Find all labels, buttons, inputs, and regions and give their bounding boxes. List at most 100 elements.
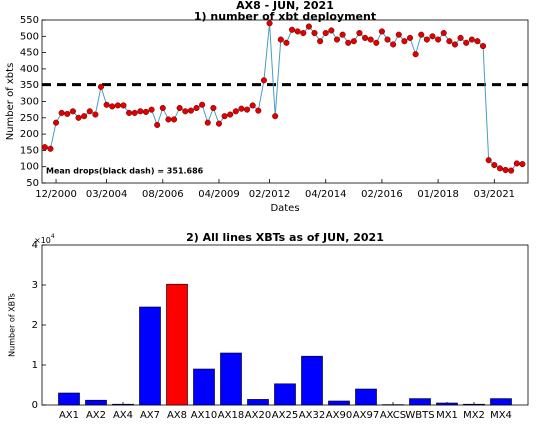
data-point [305, 23, 312, 30]
data-point [120, 102, 127, 109]
data-point [401, 38, 408, 45]
x-tick-label: AXCS [380, 410, 406, 421]
data-point [170, 116, 178, 123]
chart-title: AX8 - JUN, 2021 [236, 0, 334, 12]
bar [166, 283, 188, 406]
x-tick-label: AX20 [245, 410, 271, 421]
chart-title: 2) All lines XBTs as of JUN, 2021 [186, 231, 384, 244]
data-point [137, 108, 144, 115]
y-tick-label: 50 [26, 178, 39, 189]
bar [328, 400, 350, 406]
data-point [272, 113, 279, 120]
x-tick-label: 02/2016 [361, 189, 403, 200]
data-point [249, 102, 256, 109]
data-point [333, 36, 341, 43]
data-point [131, 109, 138, 116]
data-point [204, 119, 211, 126]
x-tick-label: 03/2004 [86, 189, 128, 200]
data-point [69, 108, 76, 115]
data-point [406, 34, 414, 41]
data-point [457, 34, 464, 41]
data-point [317, 38, 324, 45]
x-tick-label: AX18 [218, 410, 244, 421]
data-point [378, 28, 385, 35]
y-tick-label: 0 [32, 400, 38, 411]
data-point [58, 109, 65, 116]
x-tick-label: MX1 [436, 410, 458, 421]
offset-base: ×10 [34, 236, 51, 245]
data-point [508, 167, 515, 174]
data-point [159, 104, 166, 112]
bar [58, 392, 80, 406]
x-tick-label: AX1 [59, 410, 79, 421]
y-tick-label: 1 [32, 360, 38, 371]
x-tick-label: AX32 [299, 410, 325, 421]
data-point [345, 39, 352, 46]
y-tick-label: 150 [20, 145, 39, 156]
y-tick-label: 500 [20, 31, 39, 42]
data-point [266, 20, 273, 27]
data-point [244, 106, 251, 113]
chart-subtitle: 1) number of xbt deployment [194, 10, 376, 23]
data-point [418, 31, 425, 38]
y-axis-label: Number of xbts [5, 63, 16, 141]
bar [436, 402, 458, 406]
y-tick-label: 3 [32, 280, 38, 291]
data-point [496, 165, 503, 172]
x-tick-label: AX25 [272, 410, 298, 421]
data-point [412, 51, 419, 58]
x-tick-label: 04/2009 [198, 189, 240, 200]
data-point [182, 108, 189, 115]
data-point [356, 29, 363, 37]
data-point [215, 120, 223, 127]
data-point [126, 109, 133, 116]
y-tick-label: 2 [32, 320, 38, 331]
data-point [41, 144, 48, 151]
data-point [148, 106, 155, 113]
y-axis-label: Number of XBTs [8, 293, 17, 357]
data-point [238, 105, 245, 112]
x-tick-label: AX97 [353, 410, 379, 421]
data-point [440, 29, 447, 37]
data-point [260, 77, 267, 84]
bar [301, 355, 323, 406]
y-tick-label: 250 [20, 113, 39, 124]
x-tick-label: MX2 [463, 410, 485, 421]
offset-exponent: 4 [51, 233, 55, 240]
y-tick-label: 300 [20, 97, 39, 108]
data-point [300, 29, 307, 37]
data-point [288, 26, 296, 33]
x-tick-label: AX7 [140, 410, 160, 421]
data-point [362, 34, 369, 41]
data-point [47, 145, 54, 152]
x-tick-label: AX8 [167, 410, 187, 421]
x-tick-label: AX10 [191, 410, 217, 421]
x-tick-label: WBTS [405, 410, 434, 421]
y-tick-label: 550 [20, 15, 39, 26]
data-point [232, 108, 239, 115]
bar [490, 398, 512, 406]
data-point [103, 101, 110, 108]
y-tick-label: 400 [20, 64, 39, 75]
data-point [142, 108, 149, 115]
y-tick-label: 100 [20, 162, 39, 173]
data-point [277, 36, 284, 43]
x-tick-label: 12/2000 [35, 189, 77, 200]
bar [409, 398, 431, 406]
bar [355, 388, 377, 406]
x-tick-label: AX2 [86, 410, 106, 421]
bar [139, 306, 161, 406]
data-point [255, 107, 262, 114]
data-point [311, 29, 318, 37]
data-point [390, 41, 397, 48]
data-point [283, 39, 290, 46]
bar [85, 399, 107, 406]
data-point [502, 166, 509, 174]
data-point [339, 31, 346, 38]
bar [463, 403, 485, 406]
data-point [154, 121, 161, 129]
y-tick-label: 4 [32, 240, 38, 251]
x-tick-label: 04/2014 [305, 189, 347, 200]
data-point [384, 36, 391, 43]
